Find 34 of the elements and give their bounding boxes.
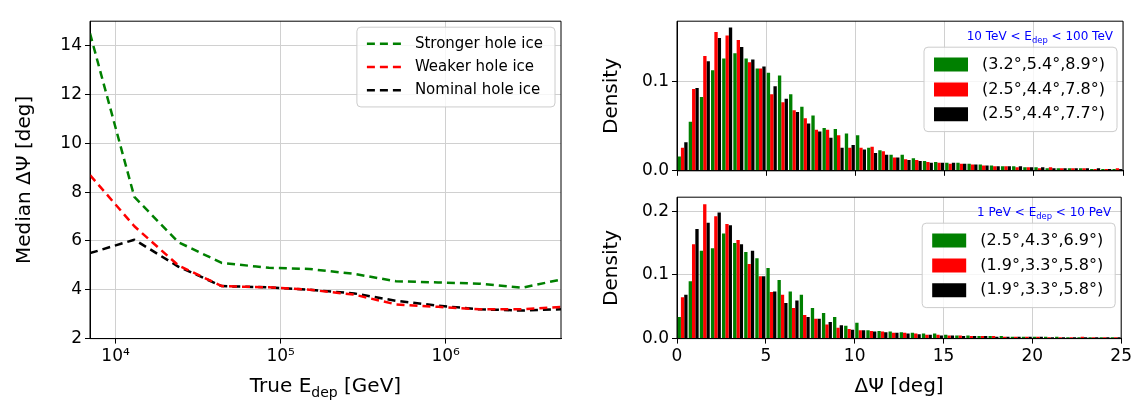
legend-label: (2.5°,4.4°,7.8°) <box>982 78 1106 98</box>
y-axis-title: Density <box>598 229 622 306</box>
y-tick-label: 12 <box>60 82 82 103</box>
x-tick-label: 15 <box>932 345 955 366</box>
legend-label: (1.9°,3.3°,5.8°) <box>980 279 1104 299</box>
y-tick-label: 14 <box>60 34 82 55</box>
y-tick-label: 0.2 <box>641 199 669 220</box>
x-tick-label: 10⁵ <box>266 345 295 366</box>
x-tick-label: 25 <box>1110 345 1132 366</box>
legend-label: (2.5°,4.4°,7.7°) <box>982 103 1106 123</box>
y-tick-label: 0.1 <box>641 70 669 91</box>
y-tick-label: 6 <box>71 229 82 250</box>
x-tick-label: 0 <box>671 345 683 366</box>
x-tick-label: 20 <box>1021 345 1044 366</box>
legend-label: Weaker hole ice <box>414 56 535 75</box>
y-tick-label: 10 <box>60 131 82 152</box>
x-tick-label: 10⁴ <box>101 345 130 366</box>
legend-label: Stronger hole ice <box>414 33 544 52</box>
x-axis-title: ΔΨ [deg] <box>854 373 944 397</box>
y-tick-label: 0.1 <box>641 263 669 284</box>
y-tick-label: 8 <box>71 180 82 201</box>
y-axis-title: Density <box>598 57 622 135</box>
legend-label: (1.9°,3.3°,5.8°) <box>980 254 1104 274</box>
y-tick-label: 4 <box>71 278 82 299</box>
y-tick-label: 2 <box>71 327 82 348</box>
x-tick-label: 10⁶ <box>431 345 461 366</box>
legend-label: (3.2°,5.4°,8.9°) <box>982 53 1106 73</box>
x-tick-label: 5 <box>760 345 772 366</box>
x-tick-label: 10 <box>843 345 866 366</box>
y-axis-title: Median ΔΨ [deg] <box>11 95 35 264</box>
legend-label: (2.5°,4.3°,6.9°) <box>980 229 1104 249</box>
legend-label: Nominal hole ice <box>414 80 541 99</box>
y-tick-label: 0.0 <box>641 327 669 348</box>
y-tick-label: 0.0 <box>641 159 669 180</box>
